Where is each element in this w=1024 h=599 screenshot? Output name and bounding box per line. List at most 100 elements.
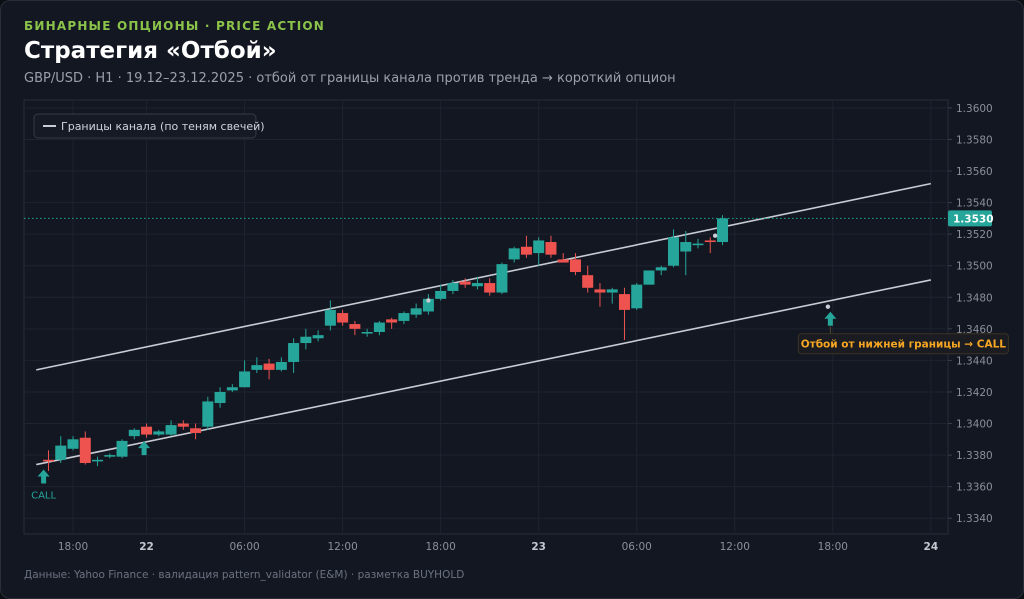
candle: [533, 237, 545, 266]
candle: [631, 283, 643, 310]
candle: [569, 253, 581, 276]
candle: [606, 287, 618, 304]
touch-point: [712, 233, 718, 238]
candle-body: [582, 275, 594, 288]
candle: [520, 235, 532, 258]
candle: [214, 387, 226, 408]
candle-body: [251, 365, 263, 370]
annotation-text: Отбой от нижней границы → CALL: [801, 339, 1007, 351]
candle-body: [288, 343, 300, 362]
touch-point: [825, 304, 831, 309]
candle: [288, 338, 300, 374]
x-tick-label: 18:00: [58, 541, 88, 553]
candle: [410, 303, 422, 318]
candle: [43, 450, 55, 471]
candle: [447, 279, 459, 295]
candle: [251, 357, 263, 374]
y-tick-label: 1.3600: [956, 103, 993, 115]
channel-line-lower: [36, 279, 932, 466]
y-tick-label: 1.3440: [956, 355, 993, 367]
candle: [312, 330, 324, 342]
candle: [55, 436, 67, 463]
candle-body: [79, 437, 91, 463]
candle-body: [447, 283, 459, 291]
call-arrow-icon: [824, 311, 837, 326]
candle: [704, 237, 716, 254]
candle-body: [606, 289, 618, 293]
candle-body: [300, 336, 312, 344]
candle-body: [153, 431, 165, 435]
candle-body: [239, 371, 251, 388]
candle-body: [545, 242, 557, 255]
call-arrow-icon: [37, 469, 50, 484]
candle-body: [520, 246, 532, 255]
candle-body: [190, 428, 202, 433]
candle-body: [386, 319, 398, 323]
y-tick-label: 1.3540: [956, 198, 993, 210]
candle: [79, 431, 91, 465]
candle-body: [337, 313, 349, 323]
candle-body: [484, 283, 496, 293]
candle: [655, 265, 667, 276]
legend-box: [33, 113, 257, 139]
candle: [324, 300, 336, 331]
candle-body: [508, 248, 520, 260]
annotation-box: [797, 333, 1009, 355]
x-tick-label: 18:00: [426, 541, 456, 553]
chart-title: Стратегия «Отбой»: [24, 38, 277, 64]
candle-body: [324, 309, 336, 326]
candle: [484, 278, 496, 296]
candle: [263, 358, 275, 380]
candle: [226, 384, 238, 392]
eyebrow-label: БИНАРНЫЕ ОПЦИОНЫ · PRICE ACTION: [24, 19, 326, 33]
candle: [386, 317, 398, 329]
plot-frame: [23, 99, 949, 535]
candle: [398, 311, 410, 325]
candle-body: [263, 363, 275, 370]
chart-subtitle: GBP/USD · H1 · 19.12–23.12.2025 · отбой …: [24, 71, 676, 86]
candle-body: [177, 423, 189, 427]
y-tick-label: 1.3500: [956, 261, 993, 273]
candle-body: [92, 459, 104, 462]
candle: [435, 284, 447, 301]
x-tick-label: 22: [139, 541, 154, 553]
candle: [717, 215, 729, 246]
candle-body: [202, 401, 214, 427]
candle-body: [667, 237, 679, 266]
candle: [373, 320, 385, 336]
candle-body: [422, 298, 434, 312]
candle: [508, 246, 520, 263]
candle-body: [226, 387, 238, 391]
candle: [67, 436, 79, 451]
y-tick-label: 1.3380: [956, 450, 993, 462]
candle-body: [165, 425, 177, 435]
candle-body: [398, 313, 410, 321]
candle-body: [435, 290, 447, 299]
candle-body: [43, 459, 55, 462]
candle-body: [67, 439, 79, 449]
x-tick-label: 24: [924, 541, 939, 553]
candle-body: [104, 455, 116, 457]
candle: [153, 429, 165, 437]
y-tick-label: 1.3520: [956, 229, 993, 241]
candle: [337, 309, 349, 326]
y-tick-label: 1.3560: [956, 166, 993, 178]
candle-body: [349, 324, 361, 329]
footer-note: Данные: Yahoo Finance · валидация patter…: [24, 569, 465, 581]
candle: [141, 423, 153, 438]
x-tick-label: 06:00: [622, 541, 652, 553]
x-tick-label: 12:00: [327, 541, 357, 553]
candle-body: [312, 335, 324, 339]
candle: [422, 294, 434, 315]
candle-body: [410, 308, 422, 315]
candle: [496, 262, 508, 295]
candle: [545, 235, 557, 258]
candle: [618, 287, 630, 340]
channel-line-upper: [36, 182, 932, 371]
candle-body: [631, 284, 643, 309]
candle: [92, 456, 104, 467]
candle-body: [557, 259, 569, 263]
candle-body: [594, 289, 606, 293]
candle: [300, 328, 312, 350]
